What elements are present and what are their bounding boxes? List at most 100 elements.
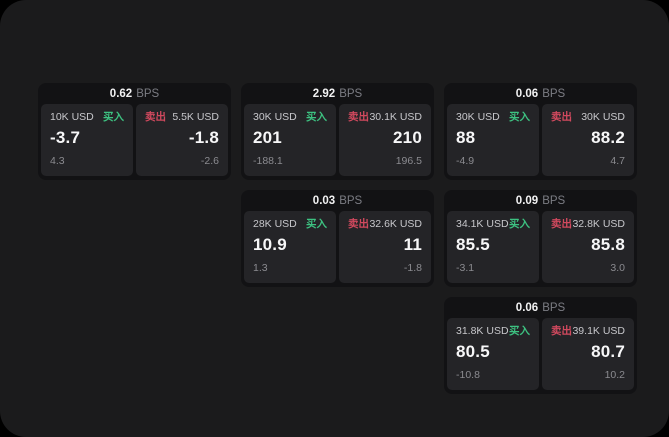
bps-value: 0.62 (109, 87, 133, 100)
buy-panel[interactable]: 28K USD 买入 10.9 1.3 (244, 211, 336, 283)
buy-panel[interactable]: 30K USD 买入 201 -188.1 (244, 104, 336, 176)
sell-panel[interactable]: 卖出 30.1K USD 210 196.5 (339, 104, 431, 176)
sell-quote-value: 88.2 (591, 128, 625, 147)
sell-side-label: 卖出 (348, 111, 369, 123)
buy-quote-value: 10.9 (253, 235, 287, 254)
buy-secondary-value: -10.8 (456, 369, 480, 381)
sell-panel-top: 卖出 39.1K USD (551, 325, 625, 338)
buy-panel-top: 34.1K USD 买入 (456, 218, 530, 231)
buy-side-label: 买入 (509, 111, 530, 123)
quote-panels: 10K USD 买入 -3.7 4.3 卖出 5.5K USD -1.8 -2.… (41, 104, 228, 176)
buy-panel[interactable]: 30K USD 买入 88 -4.9 (447, 104, 539, 176)
sell-panel-top: 卖出 30K USD (551, 111, 625, 124)
sell-panel-top: 卖出 5.5K USD (145, 111, 219, 124)
sell-notional: 32.8K USD (572, 218, 625, 230)
sell-quote-value: 80.7 (591, 342, 625, 361)
sell-panel-top: 卖出 30.1K USD (348, 111, 422, 124)
quote-card: 0.06 BPS 31.8K USD 买入 80.5 -10.8 卖出 39.1… (444, 297, 637, 394)
sell-secondary-value: 4.7 (610, 155, 625, 167)
quote-card: 0.06 BPS 30K USD 买入 88 -4.9 卖出 30K USD 8… (444, 83, 637, 180)
sell-secondary-value: 3.0 (610, 262, 625, 274)
buy-secondary-value: 4.3 (50, 155, 65, 167)
buy-notional: 28K USD (253, 218, 297, 230)
cards-grid: 0.62 BPS 10K USD 买入 -3.7 4.3 卖出 5.5K USD… (38, 83, 637, 394)
buy-side-label: 买入 (509, 218, 530, 230)
quote-card: 0.62 BPS 10K USD 买入 -3.7 4.3 卖出 5.5K USD… (38, 83, 231, 180)
bps-header: 0.09 BPS (447, 190, 634, 211)
sell-side-label: 卖出 (145, 111, 166, 123)
bps-header: 0.06 BPS (447, 83, 634, 104)
bps-unit-label: BPS (542, 87, 566, 100)
sell-secondary-value: -1.8 (403, 262, 422, 274)
quote-card: 0.03 BPS 28K USD 买入 10.9 1.3 卖出 32.6K US… (241, 190, 434, 287)
sell-notional: 32.6K USD (369, 218, 422, 230)
sell-panel[interactable]: 卖出 5.5K USD -1.8 -2.6 (136, 104, 228, 176)
sell-side-label: 卖出 (348, 218, 369, 230)
buy-panel[interactable]: 31.8K USD 买入 80.5 -10.8 (447, 318, 539, 390)
sell-side-label: 卖出 (551, 111, 572, 123)
bps-value: 0.09 (515, 194, 539, 207)
sell-side-label: 卖出 (551, 218, 572, 230)
sell-notional: 5.5K USD (172, 111, 219, 123)
buy-panel-top: 31.8K USD 买入 (456, 325, 530, 338)
buy-secondary-value: -3.1 (456, 262, 475, 274)
buy-notional: 30K USD (456, 111, 500, 123)
sell-panel[interactable]: 卖出 32.6K USD 11 -1.8 (339, 211, 431, 283)
bps-value: 2.92 (312, 87, 336, 100)
buy-notional: 31.8K USD (456, 325, 509, 337)
buy-panel-top: 30K USD 买入 (253, 111, 327, 124)
buy-notional: 30K USD (253, 111, 297, 123)
sell-secondary-value: -2.6 (200, 155, 219, 167)
sell-side-label: 卖出 (551, 325, 572, 337)
buy-panel-top: 28K USD 买入 (253, 218, 327, 231)
sell-quote-value: 210 (393, 128, 422, 147)
bps-value: 0.06 (515, 87, 539, 100)
bps-unit-label: BPS (136, 87, 160, 100)
buy-side-label: 买入 (509, 325, 530, 337)
bps-header: 0.03 BPS (244, 190, 431, 211)
buy-panel[interactable]: 34.1K USD 买入 85.5 -3.1 (447, 211, 539, 283)
sell-notional: 39.1K USD (572, 325, 625, 337)
buy-secondary-value: 1.3 (253, 262, 268, 274)
quote-panels: 34.1K USD 买入 85.5 -3.1 卖出 32.8K USD 85.8… (447, 211, 634, 283)
quote-card: 0.09 BPS 34.1K USD 买入 85.5 -3.1 卖出 32.8K… (444, 190, 637, 287)
quote-panels: 30K USD 买入 201 -188.1 卖出 30.1K USD 210 1… (244, 104, 431, 176)
buy-side-label: 买入 (306, 218, 327, 230)
buy-notional: 10K USD (50, 111, 94, 123)
sell-panel-top: 卖出 32.6K USD (348, 218, 422, 231)
sell-panel-top: 卖出 32.8K USD (551, 218, 625, 231)
sell-panel[interactable]: 卖出 30K USD 88.2 4.7 (542, 104, 634, 176)
sell-panel[interactable]: 卖出 32.8K USD 85.8 3.0 (542, 211, 634, 283)
bps-value: 0.06 (515, 301, 539, 314)
buy-secondary-value: -188.1 (253, 155, 283, 167)
sell-quote-value: 11 (403, 235, 422, 254)
buy-quote-value: 201 (253, 128, 282, 147)
sell-secondary-value: 196.5 (395, 155, 422, 167)
buy-panel[interactable]: 10K USD 买入 -3.7 4.3 (41, 104, 133, 176)
sell-quote-value: -1.8 (188, 128, 219, 147)
quote-panels: 31.8K USD 买入 80.5 -10.8 卖出 39.1K USD 80.… (447, 318, 634, 390)
sell-panel[interactable]: 卖出 39.1K USD 80.7 10.2 (542, 318, 634, 390)
bps-header: 0.06 BPS (447, 297, 634, 318)
quote-panels: 30K USD 买入 88 -4.9 卖出 30K USD 88.2 4.7 (447, 104, 634, 176)
sell-notional: 30.1K USD (369, 111, 422, 123)
sell-notional: 30K USD (581, 111, 625, 123)
sell-secondary-value: 10.2 (604, 369, 625, 381)
bps-unit-label: BPS (339, 194, 363, 207)
bps-unit-label: BPS (339, 87, 363, 100)
buy-panel-top: 10K USD 买入 (50, 111, 124, 124)
buy-quote-value: 85.5 (456, 235, 490, 254)
buy-side-label: 买入 (306, 111, 327, 123)
buy-panel-top: 30K USD 买入 (456, 111, 530, 124)
quote-panels: 28K USD 买入 10.9 1.3 卖出 32.6K USD 11 -1.8 (244, 211, 431, 283)
quote-card: 2.92 BPS 30K USD 买入 201 -188.1 卖出 30.1K … (241, 83, 434, 180)
bps-unit-label: BPS (542, 194, 566, 207)
buy-side-label: 买入 (103, 111, 124, 123)
buy-notional: 34.1K USD (456, 218, 509, 230)
buy-secondary-value: -4.9 (456, 155, 475, 167)
bps-header: 2.92 BPS (244, 83, 431, 104)
bps-value: 0.03 (312, 194, 336, 207)
bps-header: 0.62 BPS (41, 83, 228, 104)
buy-quote-value: 80.5 (456, 342, 490, 361)
